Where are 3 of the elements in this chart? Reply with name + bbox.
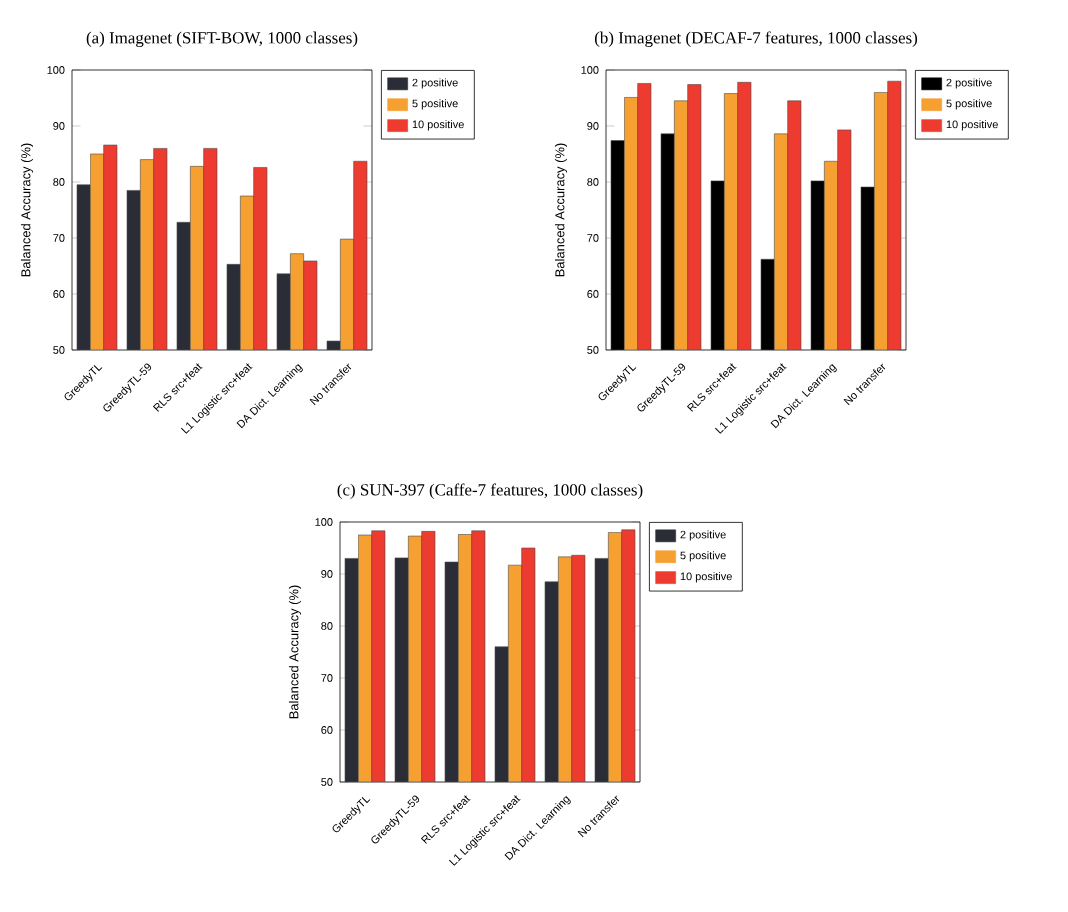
chart-title: (a) Imagenet (SIFT-BOW, 1000 classes) (86, 31, 358, 48)
chart-title: (b) Imagenet (DECAF-7 features, 1000 classes) (594, 31, 918, 48)
chart-title: (c) SUN-397 (Caffe-7 features, 1000 classes) (337, 483, 643, 499)
